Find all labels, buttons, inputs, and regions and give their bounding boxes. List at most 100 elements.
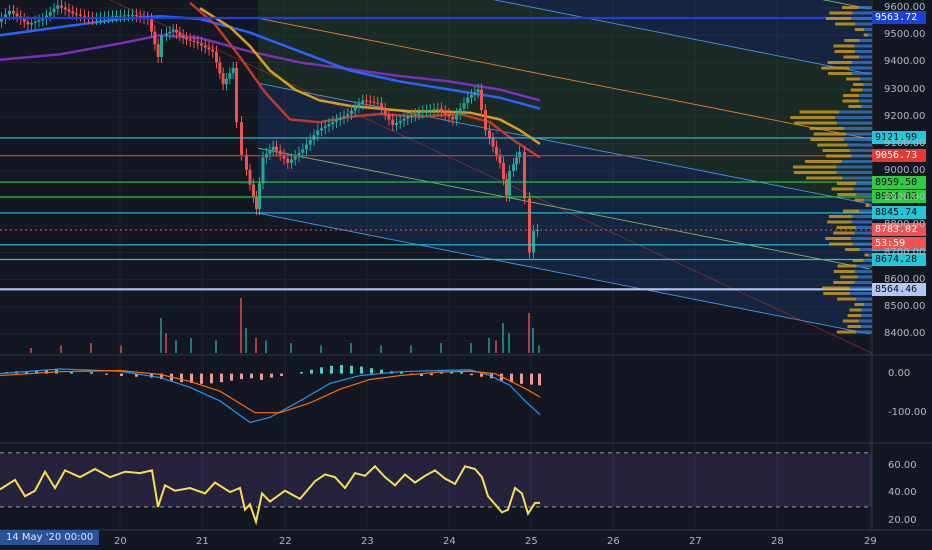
moving-average-line [0, 34, 541, 102]
volume-profile-bar [856, 226, 872, 229]
volume-profile-bar [857, 275, 872, 279]
volume-profile-bar [868, 253, 872, 257]
macd-histogram-bar [460, 372, 463, 374]
volume-profile-bar [851, 154, 872, 158]
volume-profile-bar [836, 226, 857, 229]
volume-bar [488, 338, 490, 353]
date-tick-label: 24 [443, 536, 456, 547]
volume-profile-bar [843, 55, 860, 59]
volume-profile-bar [792, 165, 837, 169]
volume-bar [120, 345, 122, 353]
candle-body [111, 16, 114, 18]
candle-body [316, 130, 320, 136]
candle-body [119, 15, 122, 17]
candle-body [323, 126, 327, 129]
macd-histogram-bar [90, 372, 93, 374]
volume-profile-bar [849, 66, 872, 70]
candle-body [410, 115, 413, 117]
price-tick-label: 8800.00 [884, 219, 926, 231]
volume-bar [240, 298, 242, 353]
candle-body [71, 11, 75, 14]
price-level-label: 8959.50 [872, 175, 926, 189]
candle-body [207, 47, 211, 50]
volume-profile-bar [854, 28, 865, 31]
volume-bar [165, 333, 167, 353]
volume-bar [528, 313, 530, 353]
volume-profile-bar [854, 270, 872, 273]
volume-profile-bar [827, 61, 853, 64]
last-price-label: 8783.02 [872, 223, 926, 237]
candle-body [440, 108, 443, 112]
volume-profile-bar [809, 127, 844, 130]
macd-histogram-bar [35, 370, 38, 374]
volume-profile-bar [848, 105, 862, 108]
macd-histogram-bar [55, 368, 58, 374]
volume-profile-bar [827, 220, 852, 224]
candle-body [518, 152, 521, 158]
candle-body [235, 67, 238, 123]
macd-histogram-bar [470, 373, 473, 376]
volume-profile-bar [858, 209, 872, 213]
macd-histogram-bar [280, 373, 283, 376]
candle-body [476, 89, 480, 93]
volume-bar [470, 343, 472, 353]
volume-profile-bar [852, 215, 872, 218]
candle-body [368, 101, 372, 103]
macd-histogram-bar [200, 373, 203, 384]
volume-profile-bar [864, 253, 869, 257]
volume-profile-bar [852, 72, 872, 75]
volume-profile-bar [852, 61, 872, 64]
candle-body [15, 13, 19, 17]
macd-histogram-bar [240, 373, 243, 380]
candle-body [26, 21, 30, 25]
candle-body [268, 150, 272, 154]
volume-bar [508, 333, 510, 353]
candle-body [515, 157, 518, 165]
macd-histogram-bar [530, 373, 533, 385]
channel-line [257, 147, 871, 270]
price-tick-label: 8400.00 [884, 327, 926, 339]
candle-body [301, 149, 305, 153]
candle-body [123, 15, 126, 17]
candle-body [168, 31, 172, 34]
macd-histogram-bar [420, 373, 423, 376]
volume-bar [290, 343, 292, 353]
volume-profile-bar [861, 105, 872, 108]
candle-body [282, 154, 286, 159]
candle-body [357, 103, 361, 108]
candle-body [188, 39, 192, 41]
volume-profile-bar [833, 281, 855, 284]
volume-profile-bar [868, 33, 872, 37]
candle-body [178, 32, 182, 36]
candle-body [402, 118, 406, 121]
rsi-tick-label: 40.00 [888, 487, 917, 499]
volume-profile-bar [829, 11, 853, 15]
volume-profile-bar [854, 198, 865, 202]
volume-bar [255, 338, 257, 353]
candle-body [83, 15, 86, 17]
volume-profile-bar [836, 182, 857, 185]
volume-bar [532, 328, 534, 353]
volume-profile-bar [856, 182, 872, 185]
date-tick-label: 29 [864, 536, 877, 547]
volume-bar [160, 318, 162, 353]
volume-profile-bar [856, 264, 872, 268]
volume-profile-bar [837, 264, 857, 268]
volume-profile-bar [835, 22, 856, 26]
candle-body [338, 118, 342, 121]
candle-body [455, 114, 458, 120]
volume-profile-bar [854, 231, 872, 235]
volume-profile-bar [799, 110, 840, 114]
candle-body [153, 31, 157, 45]
candle-body [22, 19, 26, 22]
macd-tick-label: 0.00 [888, 367, 911, 379]
candle-body [63, 7, 67, 10]
trend-line [109, 0, 872, 353]
candle-body [245, 154, 248, 170]
volume-profile-bar [856, 297, 872, 301]
volume-profile-bar [862, 88, 872, 92]
volume-profile-bar [858, 99, 872, 103]
candle-body [466, 97, 470, 104]
date-tick-label: 26 [607, 536, 620, 547]
